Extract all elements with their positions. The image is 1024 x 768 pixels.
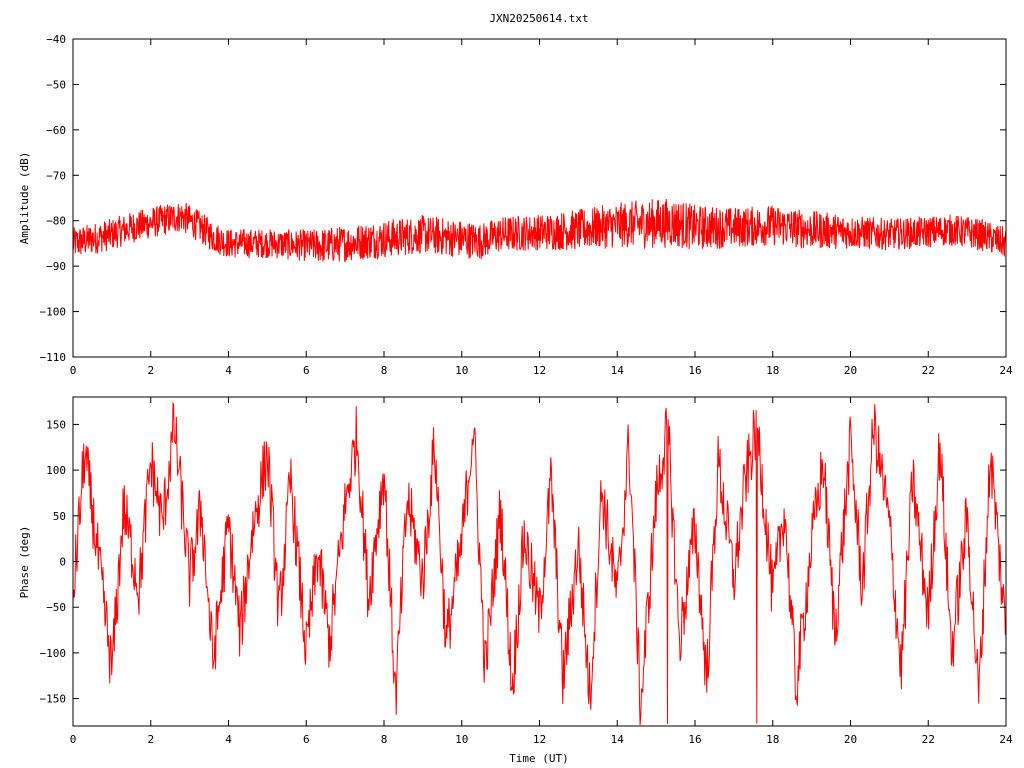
phase-x-tick-label: 12 xyxy=(533,733,546,746)
phase-y-tick-label: 0 xyxy=(59,556,66,569)
phase-x-tick-label: 24 xyxy=(999,733,1013,746)
phase-panel: 0 2 4 6 8 10 12 14 16 18 20 22 24150100500−50−100−15… xyxy=(18,396,1013,765)
phase-x-tick-label: 18 xyxy=(766,733,779,746)
amplitude-axes: 0 2 4 6 8 10 12 14 16 18 20 22 24−40−50−60−70−80−90−… xyxy=(40,33,1013,377)
phase-y-tick-label: 100 xyxy=(46,464,66,477)
amplitude-x-tick-label: 22 xyxy=(922,364,935,377)
amplitude-y-tick-label: −80 xyxy=(46,215,66,228)
phase-y-tick-label: −150 xyxy=(40,693,67,706)
amplitude-x-tick-label: 12 xyxy=(533,364,546,377)
amplitude-panel: 0 2 4 6 8 10 12 14 16 18 20 22 24−40−50−60−70−80−90−… xyxy=(18,33,1013,377)
phase-y-tick-label: 50 xyxy=(53,510,66,523)
amplitude-x-tick-label: 4 xyxy=(225,364,232,377)
phase-x-tick-label: 6 xyxy=(303,733,310,746)
phase-axes: 0 2 4 6 8 10 12 14 16 18 20 22 24150100500−50−100−15… xyxy=(40,397,1013,746)
phase-series-line xyxy=(72,401,1007,726)
phase-x-tick-label: 22 xyxy=(922,733,935,746)
amplitude-x-tick-label: 18 xyxy=(766,364,779,377)
phase-y-tick-label: −100 xyxy=(40,647,67,660)
phase-y-tick-label: −50 xyxy=(46,601,66,614)
figure-title: JXN20250614.txt xyxy=(489,12,588,25)
phase-x-tick-label: 8 xyxy=(381,733,388,746)
amplitude-x-tick-label: 10 xyxy=(455,364,468,377)
amplitude-x-tick-label: 8 xyxy=(381,364,388,377)
amplitude-x-tick-label: 20 xyxy=(844,364,857,377)
phase-x-tick-label: 16 xyxy=(688,733,701,746)
phase-x-tick-label: 0 xyxy=(70,733,77,746)
amplitude-x-tick-label: 24 xyxy=(999,364,1013,377)
amplitude-y-tick-label: −100 xyxy=(40,306,67,319)
phase-x-tick-label: 2 xyxy=(147,733,154,746)
amplitude-y-tick-label: −40 xyxy=(46,33,66,46)
amplitude-y-tick-label: −50 xyxy=(46,78,66,91)
phase-y-tick-label: 150 xyxy=(46,418,66,431)
amplitude-x-tick-label: 16 xyxy=(688,364,701,377)
amplitude-y-tick-label: −70 xyxy=(46,169,66,182)
amplitude-series-line xyxy=(72,198,1007,263)
phase-series xyxy=(72,401,1007,726)
phase-x-tick-label: 10 xyxy=(455,733,468,746)
phase-y-axis-label: Phase (deg) xyxy=(18,526,31,599)
amplitude-y-tick-label: −110 xyxy=(40,351,67,364)
phase-x-axis-label: Time (UT) xyxy=(509,752,569,765)
amplitude-x-tick-label: 6 xyxy=(303,364,310,377)
amplitude-x-tick-label: 0 xyxy=(70,364,77,377)
amplitude-y-tick-label: −90 xyxy=(46,260,66,273)
phase-x-tick-label: 14 xyxy=(611,733,625,746)
amplitude-x-tick-label: 2 xyxy=(147,364,154,377)
amplitude-x-tick-label: 14 xyxy=(611,364,625,377)
amplitude-series xyxy=(72,198,1007,263)
phase-x-tick-label: 20 xyxy=(844,733,857,746)
phase-x-tick-label: 4 xyxy=(225,733,232,746)
amplitude-y-axis-label: Amplitude (dB) xyxy=(18,152,31,245)
amplitude-y-tick-label: −60 xyxy=(46,124,66,137)
